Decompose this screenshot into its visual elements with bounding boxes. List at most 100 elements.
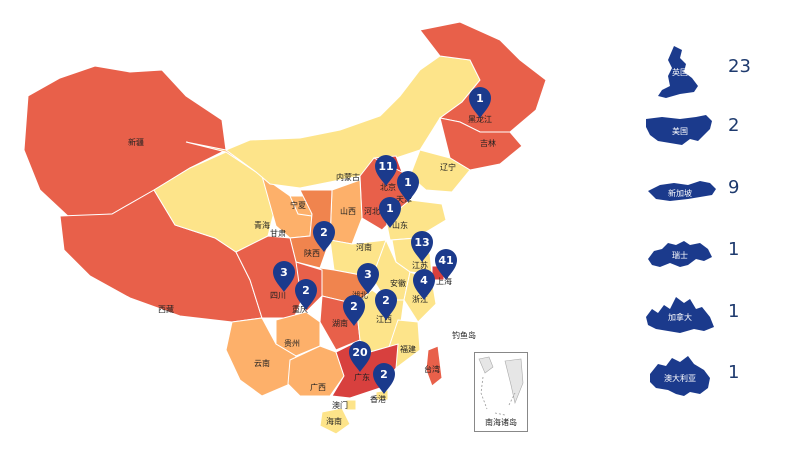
province-label: 安徽 [390,278,406,288]
province-label: 甘肃 [270,228,286,238]
marker-count: 4 [420,274,428,287]
marker-count: 2 [320,226,328,239]
province-label: 澳门 [332,400,348,410]
diaoyu-island-label: 钓鱼岛 [452,331,476,340]
province-region[interactable] [385,199,447,241]
marker-count: 3 [280,266,288,279]
province-label: 青海 [254,220,270,230]
map-pin-icon [357,263,379,294]
marker-count: 13 [414,236,429,249]
legend-country-name: 加拿大 [668,312,692,322]
legend-country-name: 澳大利亚 [664,373,696,383]
marker-count: 41 [438,254,453,267]
map-pin-icon [273,261,295,292]
count-marker[interactable]: 1 [379,197,401,228]
province-label: 贵州 [284,338,300,348]
province-label: 江苏 [412,260,428,270]
legend-row: 加拿大 1 [640,287,800,347]
province-label: 台湾 [424,364,440,374]
province-label: 河南 [356,242,372,252]
province-label: 广东 [354,372,370,382]
count-marker[interactable]: 20 [349,340,371,372]
marker-count: 2 [382,294,390,307]
map-pin-icon [373,363,395,394]
province-label: 山西 [340,206,356,216]
map-pin-icon [435,249,457,280]
south-china-sea-islands-icon [478,356,524,416]
legend-count: 1 [728,301,740,322]
marker-count: 3 [364,268,372,281]
province-label: 北京 [380,182,396,192]
province-label: 上海 [436,276,452,286]
count-marker[interactable]: 2 [313,221,335,252]
legend-row: 新加坡 9 [640,163,800,223]
count-marker[interactable]: 4 [413,269,435,300]
country-legend: 英国 23 美国 2 新加坡 9 瑞士 1 加拿大 1 澳大利亚 1 [640,0,800,450]
legend-row: 瑞士 1 [640,225,800,285]
map-pin-icon [469,87,491,118]
province-region[interactable] [319,407,351,435]
count-marker[interactable]: 13 [411,231,433,262]
map-pin-icon [375,155,397,186]
province-label: 湖北 [352,291,368,300]
legend-count: 9 [728,177,740,198]
province-label: 吉林 [480,138,496,148]
legend-count: 1 [728,362,740,383]
province-label: 重庆 [292,304,308,314]
province-region[interactable] [287,345,345,397]
province-label: 黑龙江 [468,114,492,124]
legend-count: 2 [728,115,740,136]
count-marker[interactable]: 41 [435,249,457,280]
legend-row: 澳大利亚 1 [640,348,800,408]
province-label: 宁夏 [290,200,306,210]
province-label: 山东 [392,220,408,230]
province-label: 辽宁 [440,162,456,172]
switzerland-silhouette-icon [640,225,720,285]
province-label: 广西 [310,382,326,392]
legend-row: 英国 23 [640,42,800,102]
count-marker[interactable]: 3 [357,263,379,294]
province-label: 香港 [370,394,386,404]
province-label: 湖南 [332,318,348,328]
marker-count: 2 [350,300,358,313]
province-label: 海南 [326,416,342,426]
province-label: 西藏 [158,304,174,314]
province-region[interactable] [425,345,443,387]
map-pin-icon [397,171,419,202]
province-label: 云南 [254,358,270,368]
count-marker[interactable]: 2 [343,295,365,326]
map-pin-icon [313,221,335,252]
legend-count: 1 [728,239,740,260]
province-label: 新疆 [128,137,144,147]
legend-country-name: 新加坡 [668,188,692,198]
province-label: 天津 [396,194,412,204]
count-marker[interactable]: 2 [295,279,317,310]
province-label: 陕西 [304,248,320,258]
map-pin-icon [295,279,317,310]
south-china-sea-inset: 南海诸岛 [474,352,528,432]
province-region[interactable] [153,151,277,253]
province-label: 河北 [364,206,380,216]
map-pin-icon [375,289,397,320]
map-pin-icon [343,295,365,326]
count-marker[interactable]: 1 [397,171,419,202]
legend-count: 23 [728,56,751,77]
count-marker[interactable]: 2 [373,363,395,394]
map-pin-icon [349,340,371,372]
count-marker[interactable]: 3 [273,261,295,292]
province-label: 江西 [376,315,392,324]
marker-count: 20 [352,346,368,359]
singapore-silhouette-icon [640,163,720,223]
count-marker[interactable]: 1 [469,87,491,118]
count-marker[interactable]: 11 [375,155,397,186]
australia-silhouette-icon [640,348,720,408]
count-marker[interactable]: 2 [375,289,397,320]
province-label: 福建 [400,344,416,354]
marker-count: 1 [404,176,412,189]
province-label: 浙江 [412,294,428,304]
legend-country-name: 瑞士 [672,250,688,260]
province-region[interactable] [345,399,357,411]
marker-count: 1 [476,92,484,105]
